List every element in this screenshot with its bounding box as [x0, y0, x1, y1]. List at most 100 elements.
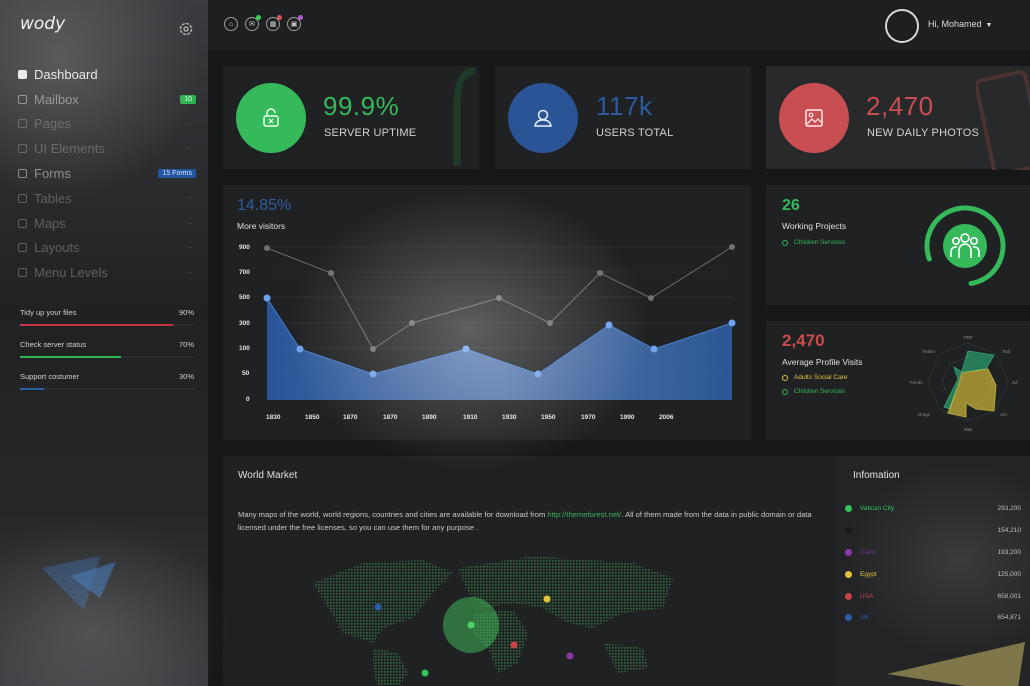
projects-label: Working Projects: [782, 221, 847, 231]
users-total-label: USERS TOTAL: [596, 127, 674, 139]
user-icon: [508, 83, 578, 153]
topbar-icons: ⌂ ✉ ▦ ▣: [224, 15, 303, 31]
svg-text:100: 100: [239, 345, 250, 352]
avatar[interactable]: [885, 9, 919, 43]
decorative-triangle: [42, 556, 116, 610]
task-progress-list: Tidy up your files 90% Check server stat…: [20, 308, 194, 404]
sidebar: wody Dashboard Mailbox 10 Pages ·· UI El…: [0, 0, 208, 686]
notification-dot: [298, 15, 303, 20]
visitors-percent: 14.85%: [237, 197, 292, 214]
sidebar-item-layouts[interactable]: Layouts ··: [18, 236, 196, 261]
information-title: Infomation: [853, 470, 900, 481]
svg-text:0: 0: [246, 396, 250, 403]
task-label: Check server status: [20, 340, 87, 349]
world-market-description: Many maps of the world, world regions, c…: [238, 510, 812, 532]
status-dot-icon: [845, 614, 852, 622]
status-dot-icon: [845, 592, 852, 600]
mailbox-count-badge: 10: [180, 94, 196, 104]
gear-icon[interactable]: [178, 21, 194, 37]
task-progress-bar: [20, 324, 194, 326]
decorative-lock-icon: [453, 67, 476, 166]
decorative-image-icon: [976, 70, 1030, 170]
user-menu[interactable]: Hi, Mohamed ▼: [928, 19, 992, 29]
task-percent: 90%: [178, 308, 194, 317]
projects-progress-ring: [924, 205, 1006, 287]
sidebar-item-tables[interactable]: Tables ··: [18, 186, 196, 211]
world-dot-map: [313, 556, 673, 686]
sidebar-item-ui-elements[interactable]: UI Elements ··: [18, 136, 196, 161]
tables-icon: [18, 193, 27, 203]
svg-text:Xd: Xd: [1012, 380, 1018, 385]
mail-icon[interactable]: ✉: [245, 15, 261, 31]
sidebar-item-label: Pages: [34, 116, 71, 132]
svg-text:300: 300: [239, 320, 250, 327]
profile-visits-label: Average Profile Visits: [782, 357, 863, 367]
sidebar-item-pages[interactable]: Pages ··: [18, 112, 196, 137]
map-marker: [543, 595, 551, 603]
status-dot-icon: [845, 570, 852, 578]
legend-item: Children Services: [782, 239, 845, 246]
task-item: Support costumer 30%: [20, 372, 194, 390]
svg-text:Feeds: Feeds: [910, 380, 923, 385]
forms-icon: [18, 169, 27, 179]
map-marker: [566, 652, 574, 660]
svg-text:Mail: Mail: [964, 427, 972, 432]
status-dot-icon: [845, 527, 852, 535]
list-item: UK 654,871: [845, 607, 1021, 629]
svg-text:1990: 1990: [620, 414, 635, 421]
working-projects-panel: 26 Working Projects Children Services: [766, 185, 1030, 305]
status-dot-icon: [845, 548, 852, 556]
image-icon: [779, 83, 849, 153]
visitors-subtitle: More visitors: [237, 221, 286, 231]
profile-visits-count: 2,470: [782, 331, 825, 350]
map-marker: [374, 603, 382, 611]
task-label: Support costumer: [20, 372, 80, 381]
information-list: Vatican City 293,200 154,210 Cairo 193,2…: [845, 498, 1021, 629]
server-uptime-label: SERVER UPTIME: [324, 127, 417, 139]
map-marker: [510, 641, 518, 649]
sidebar-item-dashboard[interactable]: Dashboard: [18, 62, 196, 87]
svg-text:AIC: AIC: [1000, 412, 1008, 417]
svg-text:1850: 1850: [305, 414, 320, 421]
user-greeting: Hi, Mohamed: [928, 19, 982, 29]
pages-icon: [18, 119, 27, 129]
expand-dots-icon: ··: [186, 268, 192, 278]
svg-text:PDF: PDF: [964, 335, 973, 340]
maps-icon: [18, 218, 27, 228]
home-icon[interactable]: ⌂: [224, 17, 238, 31]
sidebar-item-menu-levels[interactable]: Menu Levels ··: [18, 260, 196, 285]
menu-levels-icon: [18, 268, 27, 278]
svg-text:1890: 1890: [422, 414, 437, 421]
list-item: Egypt 125,000: [845, 563, 1021, 585]
world-market-title: World Market: [238, 470, 298, 481]
projects-count: 26: [782, 197, 800, 214]
stat-card-uptime: 99.9% SERVER UPTIME: [223, 66, 479, 169]
daily-photos-label: NEW DAILY PHOTOS: [867, 127, 980, 139]
svg-text:Twitter: Twitter: [922, 349, 936, 354]
server-uptime-value: 99.9%: [323, 91, 400, 121]
folder-icon[interactable]: ▣: [287, 15, 303, 31]
visitors-chart-panel: 14.85% More visitors 900 700 500 300 100…: [223, 185, 751, 440]
sidebar-item-label: Dashboard: [34, 66, 98, 82]
sidebar-nav: Dashboard Mailbox 10 Pages ·· UI Element…: [18, 62, 196, 285]
calendar-icon[interactable]: ▦: [266, 15, 282, 31]
app-logo[interactable]: wody: [20, 14, 66, 34]
sidebar-item-mailbox[interactable]: Mailbox 10: [18, 87, 196, 112]
themeforest-link[interactable]: http://themeforest.net/: [547, 510, 622, 519]
stat-card-users: 117k USERS TOTAL: [495, 66, 751, 169]
sidebar-item-label: UI Elements: [34, 141, 105, 157]
visitors-area-chart: 900 700 500 300 100 50 0 1830 1850 1870 …: [239, 244, 736, 421]
sidebar-item-maps[interactable]: Maps ··: [18, 211, 196, 236]
task-progress-bar: [20, 356, 194, 358]
sidebar-item-forms[interactable]: Forms 15 Forms: [18, 161, 196, 186]
legend-item: Adults Social Care: [782, 374, 847, 381]
task-percent: 70%: [178, 340, 194, 349]
map-marker: [467, 621, 475, 629]
legend-ring-icon: [782, 239, 788, 246]
list-item: USA 658,001: [845, 585, 1021, 607]
expand-dots-icon: ··: [186, 144, 192, 154]
legend-item: Children Services: [782, 388, 845, 395]
sidebar-item-label: Tables: [34, 190, 72, 206]
forms-count-badge: 15 Forms: [158, 169, 196, 179]
ui-elements-icon: [18, 144, 27, 154]
